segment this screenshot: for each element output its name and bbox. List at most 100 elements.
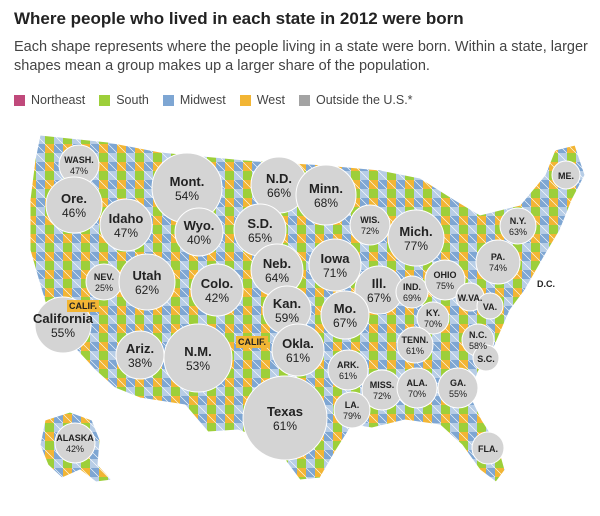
legend-label: Outside the U.S.* xyxy=(315,93,413,107)
state-circle-ore xyxy=(45,176,103,234)
state-circle-nm xyxy=(163,323,233,393)
state-circle-texas xyxy=(242,375,328,461)
state-circle-me xyxy=(551,160,581,190)
state-circle-la xyxy=(333,391,371,429)
state-circle-iowa xyxy=(308,238,362,292)
state-percent-colo: 42% xyxy=(205,291,229,305)
state-percent-texas: 61% xyxy=(273,419,297,433)
state-label-ala: ALA. xyxy=(407,378,428,388)
state-circle-idaho xyxy=(99,198,153,252)
state-label-nc: N.C. xyxy=(469,330,487,340)
state-label-utah: Utah xyxy=(133,268,162,283)
state-label-ore: Ore. xyxy=(61,191,87,206)
state-percent-ill: 67% xyxy=(367,291,391,305)
state-circle-pa xyxy=(475,239,521,285)
state-percent-ore: 46% xyxy=(62,206,86,220)
state-label-wis: WIS. xyxy=(360,215,380,225)
state-percent-nc: 58% xyxy=(469,341,487,351)
state-label-mo: Mo. xyxy=(334,301,356,316)
state-label-dc: D.C. xyxy=(537,279,555,289)
state-label-alaska: ALASKA xyxy=(56,433,94,443)
state-label-okla: Okla. xyxy=(282,336,314,351)
legend-item-west: West xyxy=(239,93,285,107)
legend: Northeast South Midwest West Outside the… xyxy=(14,93,413,107)
legend-label: South xyxy=(116,93,149,107)
state-label-mich: Mich. xyxy=(399,224,432,239)
legend-label: Northeast xyxy=(31,93,86,107)
state-percent-alaska: 42% xyxy=(66,444,84,454)
state-circle-fla xyxy=(471,431,505,465)
state-circle-tenn xyxy=(396,326,434,364)
state-percent-kan: 59% xyxy=(275,311,299,325)
state-circle-minn xyxy=(295,164,357,226)
legend-item-midwest: Midwest xyxy=(162,93,226,107)
state-percent-mich: 77% xyxy=(404,239,428,253)
state-label-miss: MISS. xyxy=(370,380,395,390)
state-label-nev: NEV. xyxy=(94,272,114,282)
state-label-texas: Texas xyxy=(267,404,303,419)
state-circle-mo xyxy=(320,290,370,340)
state-label-ky: KY. xyxy=(426,308,440,318)
chart-subtitle: Each shape represents where the people l… xyxy=(14,39,588,74)
state-circle-wis xyxy=(349,204,391,246)
state-label-la: LA. xyxy=(345,400,360,410)
state-percent-ky: 70% xyxy=(424,319,442,329)
state-label-fla: FLA. xyxy=(478,444,498,454)
state-label-idaho: Idaho xyxy=(109,211,144,226)
state-percent-miss: 72% xyxy=(373,391,391,401)
state-circle-ohio xyxy=(424,259,466,301)
state-label-pa: PA. xyxy=(491,252,505,262)
state-percent-nm: 53% xyxy=(186,359,210,373)
state-percent-tenn: 61% xyxy=(406,346,424,356)
state-percent-okla: 61% xyxy=(286,351,310,365)
calif-inset-label: CALIF. xyxy=(69,301,97,311)
state-percent-ark: 61% xyxy=(339,371,357,381)
state-percent-pa: 74% xyxy=(489,263,507,273)
state-percent-wyo: 40% xyxy=(187,233,211,247)
state-label-va: VA. xyxy=(483,302,497,312)
state-circle-ny xyxy=(499,207,537,245)
state-label-wva: W.VA. xyxy=(458,293,483,303)
state-circle-nev xyxy=(85,263,123,301)
state-label-wyo: Wyo. xyxy=(184,218,215,233)
legend-item-northeast: Northeast xyxy=(14,93,85,107)
calif-inset-box xyxy=(67,300,99,312)
state-circle-wyo xyxy=(174,207,224,257)
state-circle-sc xyxy=(472,344,500,372)
state-circle-ky xyxy=(416,301,450,335)
state-percent-ga: 55% xyxy=(449,389,467,399)
state-label-ohio: OHIO xyxy=(433,270,456,280)
state-percent-ohio: 75% xyxy=(436,281,454,291)
state-percent-mo: 67% xyxy=(333,316,357,330)
state-label-mont: Mont. xyxy=(170,174,205,189)
state-label-ny: N.Y. xyxy=(510,216,527,226)
state-label-california: California xyxy=(33,311,94,326)
state-percent-la: 79% xyxy=(343,411,361,421)
legend-swatch xyxy=(14,94,25,106)
state-label-ind: IND. xyxy=(403,282,421,292)
legend-label: Midwest xyxy=(179,93,226,107)
state-circle-okla xyxy=(271,323,325,377)
state-label-colo: Colo. xyxy=(201,276,234,291)
state-label-kan: Kan. xyxy=(273,296,301,311)
state-percent-utah: 62% xyxy=(135,283,159,297)
state-label-ariz: Ariz. xyxy=(126,341,154,356)
legend-label: West xyxy=(256,93,285,107)
state-circle-mich xyxy=(387,209,445,267)
state-label-ark: ARK. xyxy=(337,360,359,370)
state-circle-ala xyxy=(396,367,438,409)
state-label-iowa: Iowa xyxy=(321,251,351,266)
state-percent-minn: 68% xyxy=(314,196,338,210)
legend-swatch xyxy=(298,94,310,106)
legend-item-outside-us: Outside the U.S.* xyxy=(298,93,413,107)
state-percent-ariz: 38% xyxy=(128,356,152,370)
state-percent-mont: 54% xyxy=(175,189,199,203)
state-percent-nev: 25% xyxy=(95,283,113,293)
state-circle-ga xyxy=(437,367,479,409)
state-label-tenn: TENN. xyxy=(402,335,429,345)
legend-swatch xyxy=(239,94,251,106)
calif-inset-box xyxy=(236,336,268,348)
state-percent-ny: 63% xyxy=(509,227,527,237)
state-percent-wis: 72% xyxy=(361,226,379,236)
